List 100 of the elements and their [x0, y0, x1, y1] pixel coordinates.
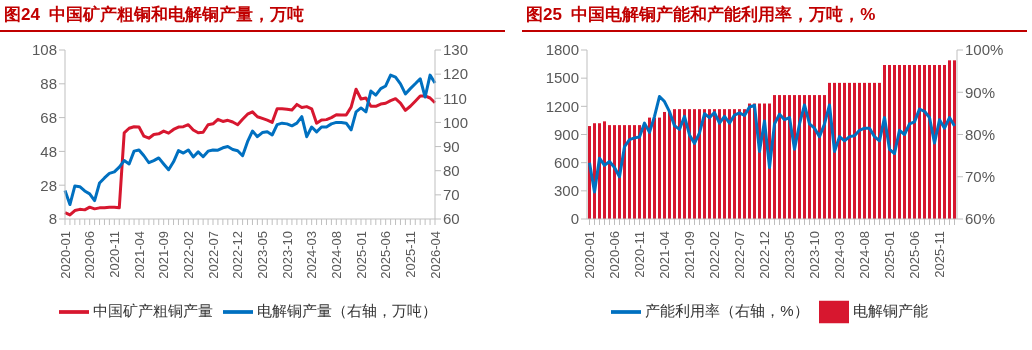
bar	[603, 121, 606, 219]
x-tick-label: 2020-11	[106, 231, 122, 278]
y2-tick-label: 90%	[965, 83, 996, 101]
y2-tick-label: 130	[443, 41, 469, 59]
bar	[918, 65, 921, 219]
y-tick-label: 0	[570, 210, 579, 228]
bar	[628, 125, 631, 219]
y-tick-label: 68	[40, 108, 57, 126]
bar	[783, 95, 786, 219]
bar	[738, 109, 741, 219]
legend-label: 中国矿产粗铜产量	[92, 301, 213, 319]
x-tick-label: 2025-01	[353, 231, 369, 279]
x-tick-label: 2021-09	[156, 231, 172, 279]
bar	[848, 82, 851, 219]
bar	[843, 82, 846, 219]
bar	[723, 109, 726, 219]
x-tick-label: 2022-12	[757, 231, 772, 279]
bar	[863, 82, 866, 219]
y-tick-label: 1200	[545, 97, 579, 115]
x-tick-label: 2025-06	[378, 231, 394, 279]
x-tick-label: 2020-01	[57, 231, 73, 279]
y2-tick-label: 100%	[965, 41, 1004, 59]
bar	[853, 82, 856, 219]
bar	[818, 95, 821, 219]
y-tick-label: 28	[40, 176, 57, 194]
legend-label: 电解铜产能	[852, 301, 928, 319]
line-series	[63, 73, 437, 207]
bar	[653, 117, 656, 219]
y2-tick-label: 80%	[965, 125, 996, 143]
bar	[858, 82, 861, 219]
chart-title: 图25 中国电解铜产能和产能利用率，万吨，%	[522, 0, 1027, 32]
bar	[823, 95, 826, 219]
y-tick-label: 48	[40, 142, 57, 160]
bar	[718, 109, 721, 219]
x-tick-label: 2021-04	[657, 231, 672, 279]
bar	[943, 65, 946, 219]
y2-tick-label: 60	[443, 210, 460, 228]
x-tick-label: 2025-01	[882, 231, 897, 279]
bar	[923, 65, 926, 219]
bar	[713, 109, 716, 219]
x-tick-label: 2020-01	[582, 231, 597, 279]
bar	[708, 109, 711, 219]
bar	[898, 65, 901, 219]
bar	[778, 95, 781, 219]
bar	[698, 109, 701, 219]
y2-tick-label: 110	[443, 89, 467, 107]
y-tick-label: 300	[553, 182, 579, 200]
bar	[668, 111, 671, 219]
bar	[728, 109, 731, 219]
y2-tick-label: 80	[443, 162, 460, 180]
y-tick-label: 600	[553, 153, 579, 171]
bar	[813, 95, 816, 219]
y2-tick-label: 120	[443, 65, 469, 83]
legend-label: 产能利用率（右轴，%）	[645, 301, 809, 319]
x-tick-label: 2025-11	[402, 231, 418, 278]
bar	[808, 95, 811, 219]
y-tick-label: 900	[553, 125, 579, 143]
bar	[913, 65, 916, 219]
bar	[933, 65, 936, 219]
x-tick-label: 2024-03	[304, 231, 320, 279]
y2-tick-label: 60%	[965, 210, 996, 228]
x-tick-label: 2022-02	[707, 231, 722, 279]
x-tick-label: 2022-12	[230, 231, 246, 279]
legend-label: 电解铜产量（右轴，万吨）	[256, 301, 437, 319]
x-tick-label: 2021-04	[131, 231, 147, 279]
line-series	[588, 94, 956, 194]
bar	[658, 117, 661, 219]
x-tick-label: 2026-04	[427, 231, 443, 279]
bar	[938, 65, 941, 219]
bar	[883, 65, 886, 219]
y2-tick-label: 90	[443, 137, 460, 155]
y-tick-label: 108	[31, 41, 57, 59]
bar	[673, 109, 676, 219]
bar	[873, 82, 876, 219]
bar	[743, 109, 746, 219]
bar	[878, 82, 881, 219]
bar	[928, 65, 931, 219]
x-tick-label: 2021-09	[682, 231, 697, 279]
x-tick-label: 2020-11	[632, 231, 647, 278]
y2-tick-label: 100	[443, 113, 469, 131]
bar	[868, 82, 871, 219]
bar	[733, 109, 736, 219]
bar	[638, 125, 641, 219]
x-tick-label: 2025-06	[907, 231, 922, 279]
x-tick-label: 2023-10	[807, 231, 822, 279]
x-tick-label: 2024-08	[328, 231, 344, 279]
bar	[693, 109, 696, 219]
bar	[608, 125, 611, 219]
chart-title: 图24 中国矿产粗铜和电解铜产量，万吨	[0, 0, 505, 32]
bar	[613, 125, 616, 219]
y2-tick-label: 70	[443, 186, 460, 204]
x-tick-label: 2025-11	[932, 231, 947, 278]
bar	[838, 82, 841, 219]
y-tick-label: 8	[48, 210, 57, 228]
bar	[908, 65, 911, 219]
x-tick-label: 2024-08	[857, 231, 872, 279]
bar	[953, 60, 956, 219]
y-tick-label: 88	[40, 75, 57, 93]
x-tick-label: 2023-10	[279, 231, 295, 279]
y2-tick-label: 70%	[965, 168, 996, 186]
